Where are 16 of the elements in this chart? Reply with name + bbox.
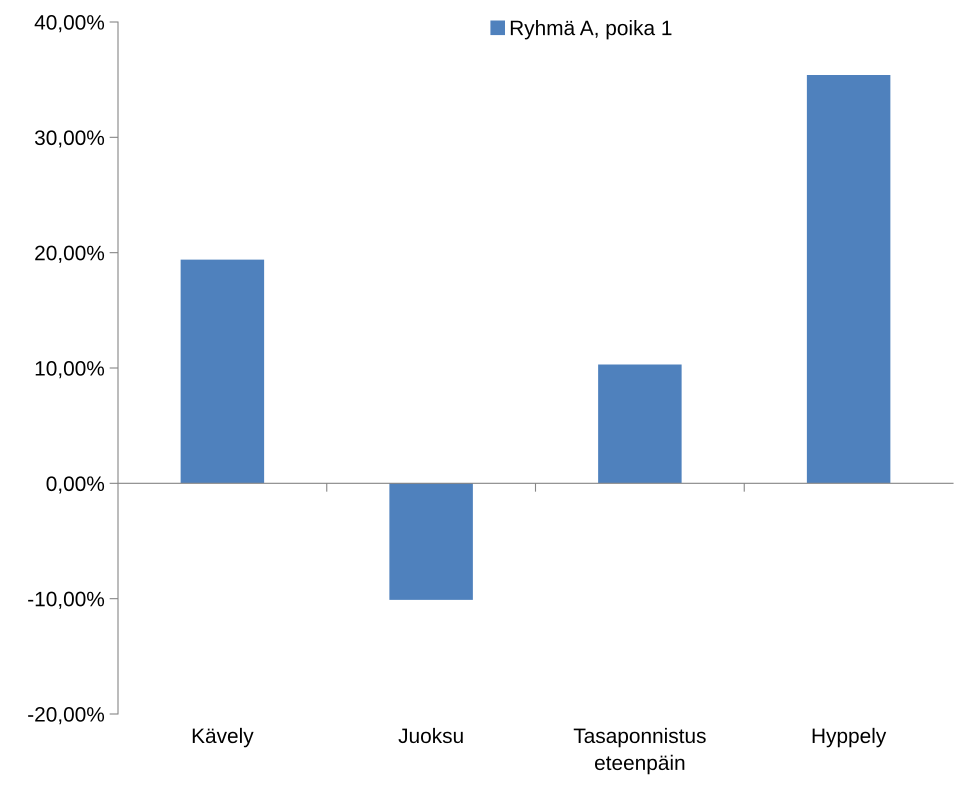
bar [389,483,473,600]
y-tick-label: -20,00% [28,707,104,724]
x-tick-label: Tasaponnistus eteenpäin [574,728,706,774]
x-tick-label: Hyppely [812,728,886,748]
y-tick-label: 40,00% [34,15,104,32]
bar [180,260,264,484]
y-tick-label: -10,00% [28,592,104,609]
legend-label: Ryhmä A, poika 1 [510,20,672,40]
x-tick-label: Kävely [192,728,254,748]
y-tick-label: 10,00% [36,361,104,378]
bar [598,364,682,484]
y-tick-label: 20,00% [35,246,104,263]
y-tick-label: 30,00% [34,130,104,148]
x-tick-label: Juoksu [398,728,463,744]
y-tick-label: 0,00% [46,476,104,494]
bar [806,75,890,484]
